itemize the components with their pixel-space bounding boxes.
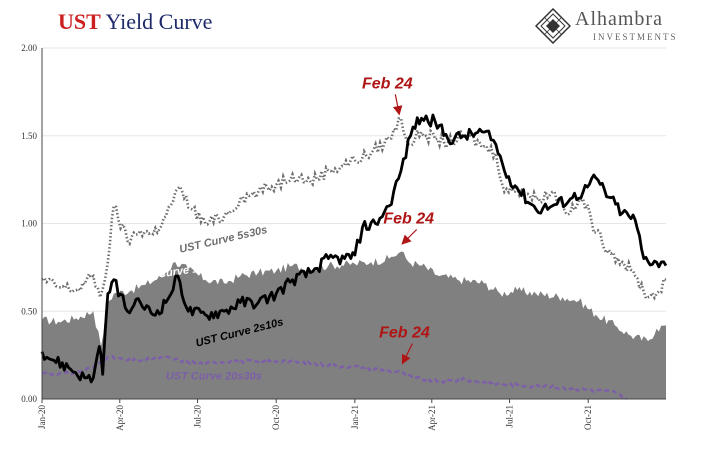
x-tick-label: Jul-20	[193, 405, 203, 428]
logo-subtitle: INVESTMENTS	[593, 32, 678, 42]
series-area-s10s30s	[42, 251, 666, 399]
x-tick-label: Jul-21	[505, 405, 515, 428]
axes: 0.00 0.50 1.00 1.50 2.00 Jan-20 Apr-20 Jul-20 Oc…	[21, 43, 666, 431]
annotations: Feb 24 Feb 24 Feb 24	[362, 75, 434, 365]
area-layer	[42, 251, 666, 399]
title-rest: Yield Curve	[105, 9, 213, 34]
y-tick-label: 1.00	[21, 219, 37, 229]
y-tick-label: 0.00	[21, 394, 37, 404]
x-tick-label: Apr-20	[115, 405, 125, 431]
line-layer	[40, 113, 668, 400]
y-tick-label: 2.00	[21, 43, 37, 53]
series-line-s2s10s	[40, 113, 668, 384]
x-tick-label: Jan-20	[37, 405, 47, 429]
logo-name: Alhambra	[575, 8, 663, 30]
series-line-s5s30s	[41, 116, 667, 303]
title-ust: UST	[58, 9, 101, 34]
series-label-s5s30s: UST Curve 5s30s	[178, 224, 268, 256]
y-tick-label: 0.50	[21, 306, 37, 316]
chart-title: UST Yield Curve	[58, 9, 212, 35]
annotation-arrow	[401, 229, 418, 245]
x-tick-label: Jan-21	[350, 405, 360, 429]
x-tick-label: Apr-21	[427, 405, 437, 431]
diamond-pattern-icon	[535, 8, 571, 44]
x-tick-label: Oct-20	[271, 405, 281, 430]
series-label-s20s30s: UST Curve 20s30s	[166, 371, 262, 383]
y-tick-label: 1.50	[21, 131, 37, 141]
annotation-arrow	[401, 343, 413, 365]
annotation-label: Feb 24	[379, 325, 430, 342]
x-tick-label: Oct-21	[583, 405, 593, 430]
company-logo: Alhambra INVESTMENTS	[535, 6, 700, 48]
annotation-label: Feb 24	[362, 75, 413, 92]
series-line-s20s30s	[41, 354, 628, 400]
annotation-label: Feb 24	[383, 211, 434, 228]
annotation-arrow	[392, 94, 403, 116]
